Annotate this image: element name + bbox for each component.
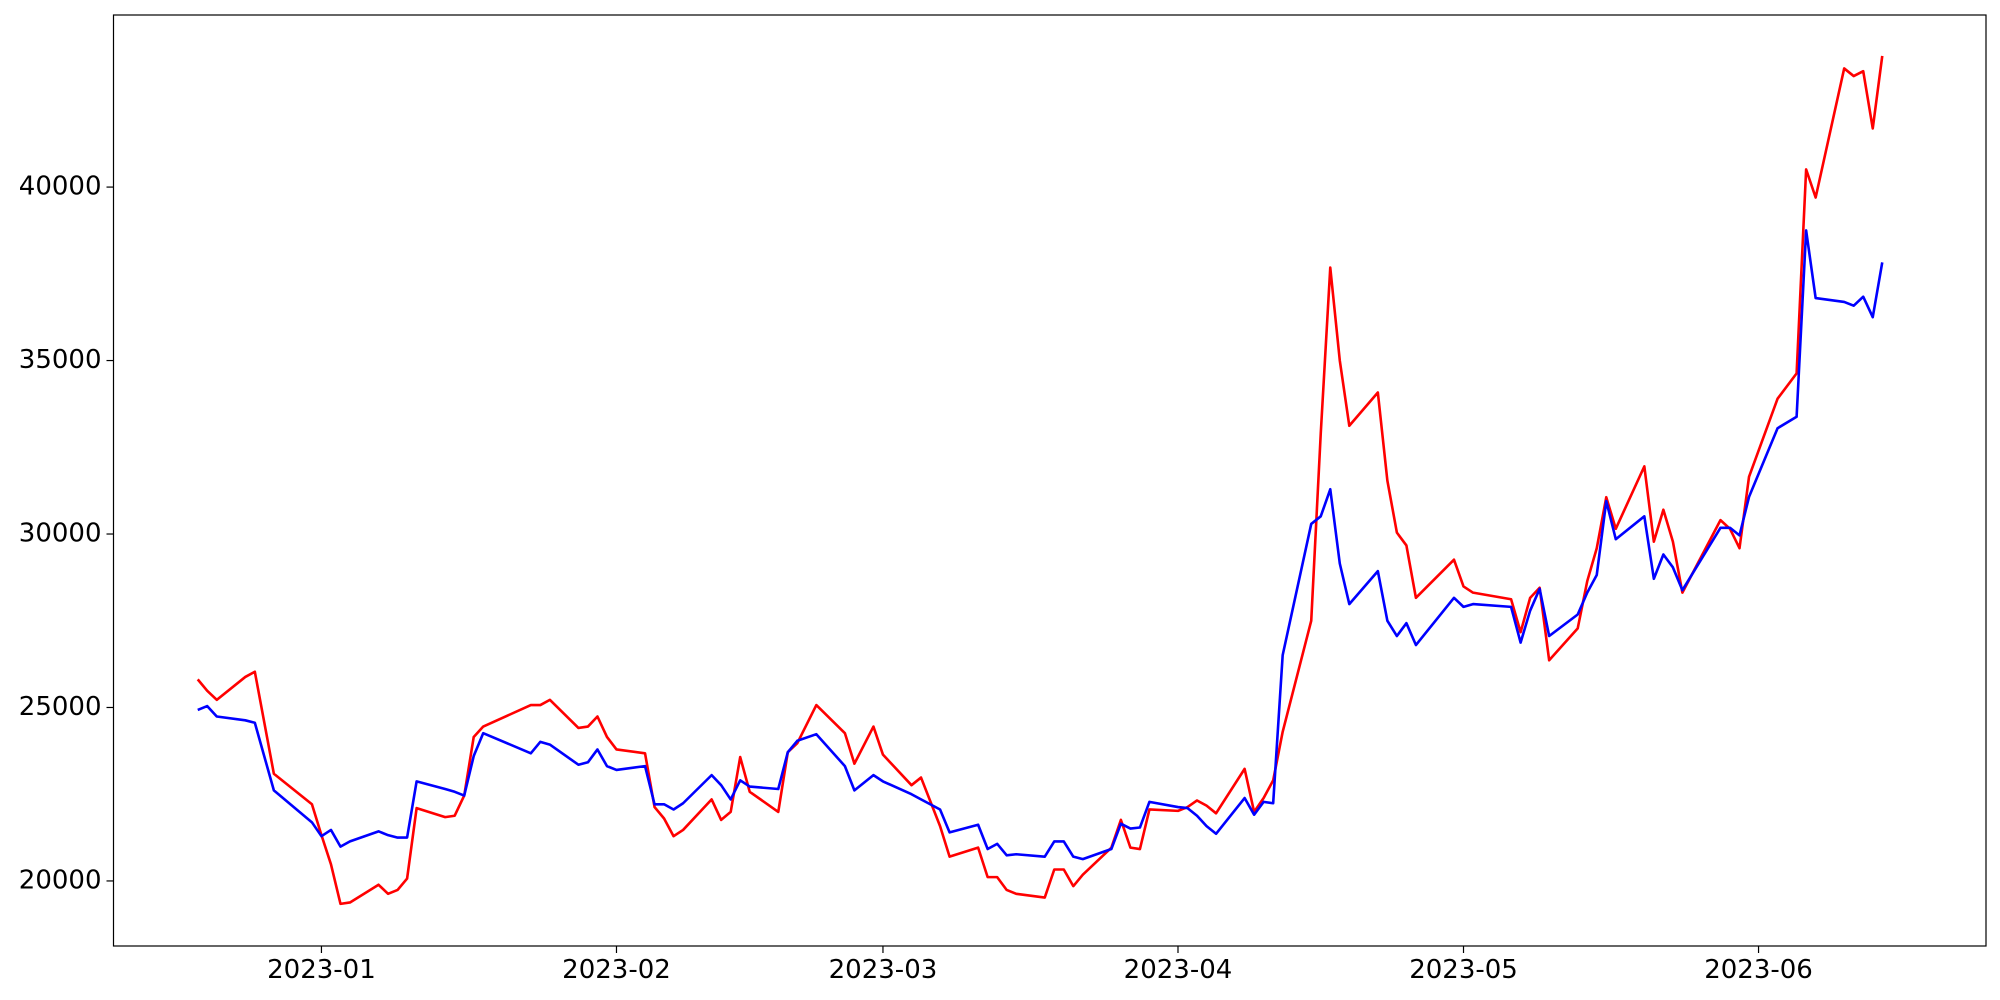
plot-frame [112,14,1987,947]
x-tick-label: 2023-04 [1124,955,1233,985]
x-tick-label: 2023-03 [829,955,938,985]
y-tick-label: 25000 [19,692,102,722]
x-tick-label: 2023-06 [1704,955,1813,985]
x-tick-label: 2023-01 [267,955,376,985]
y-tick-label: 40000 [19,172,102,202]
series-line [197,229,1884,861]
x-tick-label: 2023-02 [562,955,671,985]
y-tick-label: 35000 [19,345,102,375]
y-tick-label: 30000 [19,519,102,549]
series-line [196,55,1884,906]
y-tick-label: 20000 [19,865,102,895]
x-tick-label: 2023-05 [1409,955,1518,985]
